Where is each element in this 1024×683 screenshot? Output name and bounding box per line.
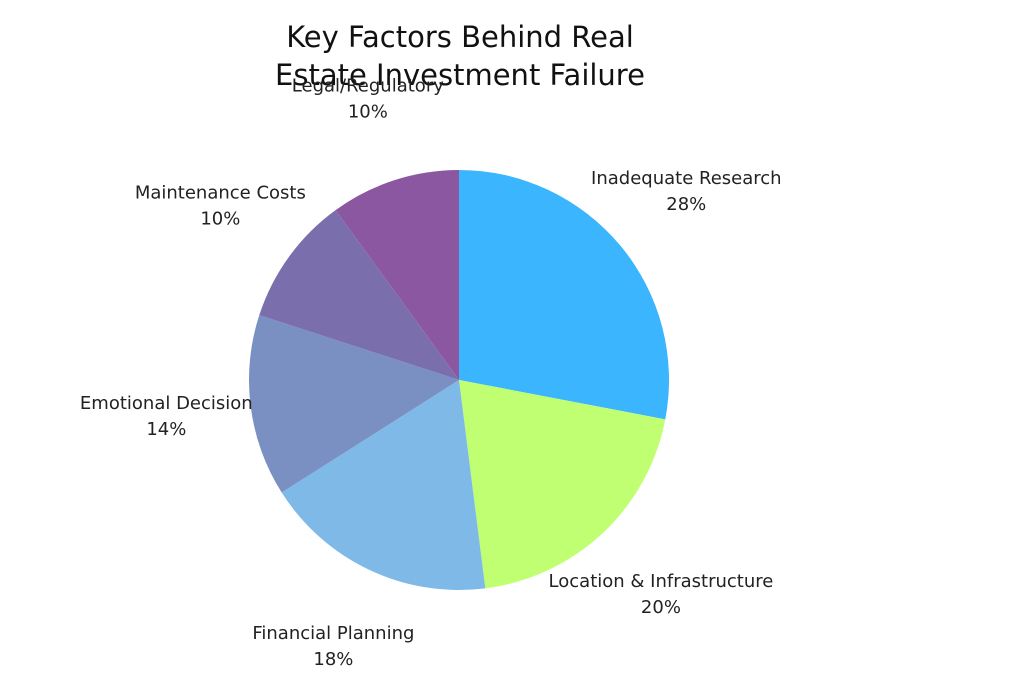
pie-slice (459, 170, 669, 420)
chart-title: Key Factors Behind Real Estate Investmen… (275, 20, 645, 92)
slice-label: Financial Planning (252, 623, 414, 644)
slice-label: Location & Infrastructure (549, 571, 774, 592)
slice-value-label: 14% (146, 419, 186, 440)
pie-slice (335, 170, 459, 380)
slice-label: Maintenance Costs (135, 183, 306, 204)
slice-value-label: 28% (666, 194, 706, 215)
slice-value-label: 20% (641, 597, 681, 618)
slice-label: Legal/Regulatory (292, 75, 444, 96)
pie-slice (259, 210, 459, 380)
pie-slice (281, 380, 486, 590)
slice-value-label: 10% (348, 101, 388, 122)
slice-label: Emotional Decision (80, 393, 253, 414)
pie-slice (459, 380, 666, 589)
slice-value-label: 10% (200, 209, 240, 230)
slice-value-label: 18% (313, 649, 353, 670)
slice-label: Inadequate Research (591, 168, 782, 189)
pie-slice (248, 315, 459, 493)
